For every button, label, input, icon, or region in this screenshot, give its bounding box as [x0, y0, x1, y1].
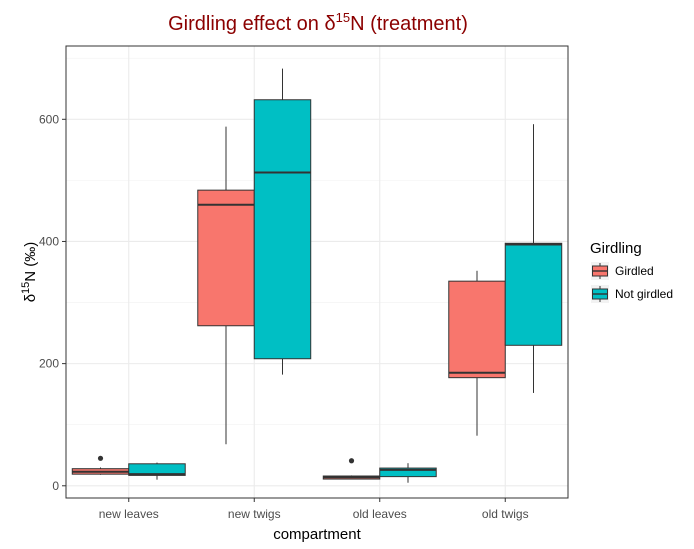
- grid-lines: [66, 46, 568, 498]
- box-body: [379, 467, 437, 478]
- y-axis-title-superscript: 15: [20, 282, 32, 294]
- x-tick-label: old twigs: [482, 507, 529, 521]
- outlier-point: [97, 455, 104, 461]
- x-tick-label: new twigs: [228, 507, 281, 521]
- y-tick-label: 600: [39, 112, 59, 126]
- box-3-1: [504, 124, 563, 393]
- box-3-0: [448, 270, 506, 436]
- y-tick-label: 200: [39, 357, 59, 371]
- box-1-0: [197, 126, 255, 445]
- box-body: [448, 280, 506, 379]
- box-0-1: [128, 462, 186, 480]
- x-tick-label: old leaves: [353, 507, 407, 521]
- boxes: [71, 68, 563, 483]
- chart-title: Girdling effect on δ15N (treatment): [168, 10, 468, 35]
- y-axis: 0 200 400 600: [39, 112, 66, 493]
- plot-panel: [66, 46, 568, 498]
- y-tick-label: 400: [39, 234, 59, 248]
- box-body: [197, 189, 255, 327]
- box-1-1: [253, 68, 312, 375]
- legend: Girdling Girdled Not girdled: [590, 240, 673, 303]
- box-body: [504, 242, 563, 346]
- chart-title-superscript: 15: [336, 10, 350, 25]
- y-axis-title: δ15N (‰): [20, 242, 39, 303]
- chart-title-end: N (treatment): [350, 13, 468, 35]
- x-axis-title: compartment: [273, 526, 361, 543]
- x-axis: new leaves new twigs old leaves old twigs: [99, 498, 529, 521]
- legend-item-1: Not girdled: [591, 285, 673, 303]
- legend-label: Not girdled: [615, 287, 673, 301]
- chart-title-main: Girdling effect on δ: [168, 13, 336, 35]
- y-tick-label: 0: [52, 479, 59, 493]
- box-2-1: [379, 463, 437, 483]
- box-body: [128, 463, 186, 476]
- plot-border: [65, 45, 569, 499]
- y-axis-title-main: δ: [22, 294, 39, 302]
- legend-label: Girdled: [615, 264, 654, 278]
- y-axis-title-end: N (‰): [22, 242, 39, 282]
- box-2-0: [322, 458, 381, 480]
- legend-title: Girdling: [590, 240, 642, 257]
- box-body: [253, 99, 312, 360]
- x-tick-label: new leaves: [99, 507, 159, 521]
- legend-item-0: Girdled: [591, 262, 654, 280]
- outlier-point: [348, 458, 355, 464]
